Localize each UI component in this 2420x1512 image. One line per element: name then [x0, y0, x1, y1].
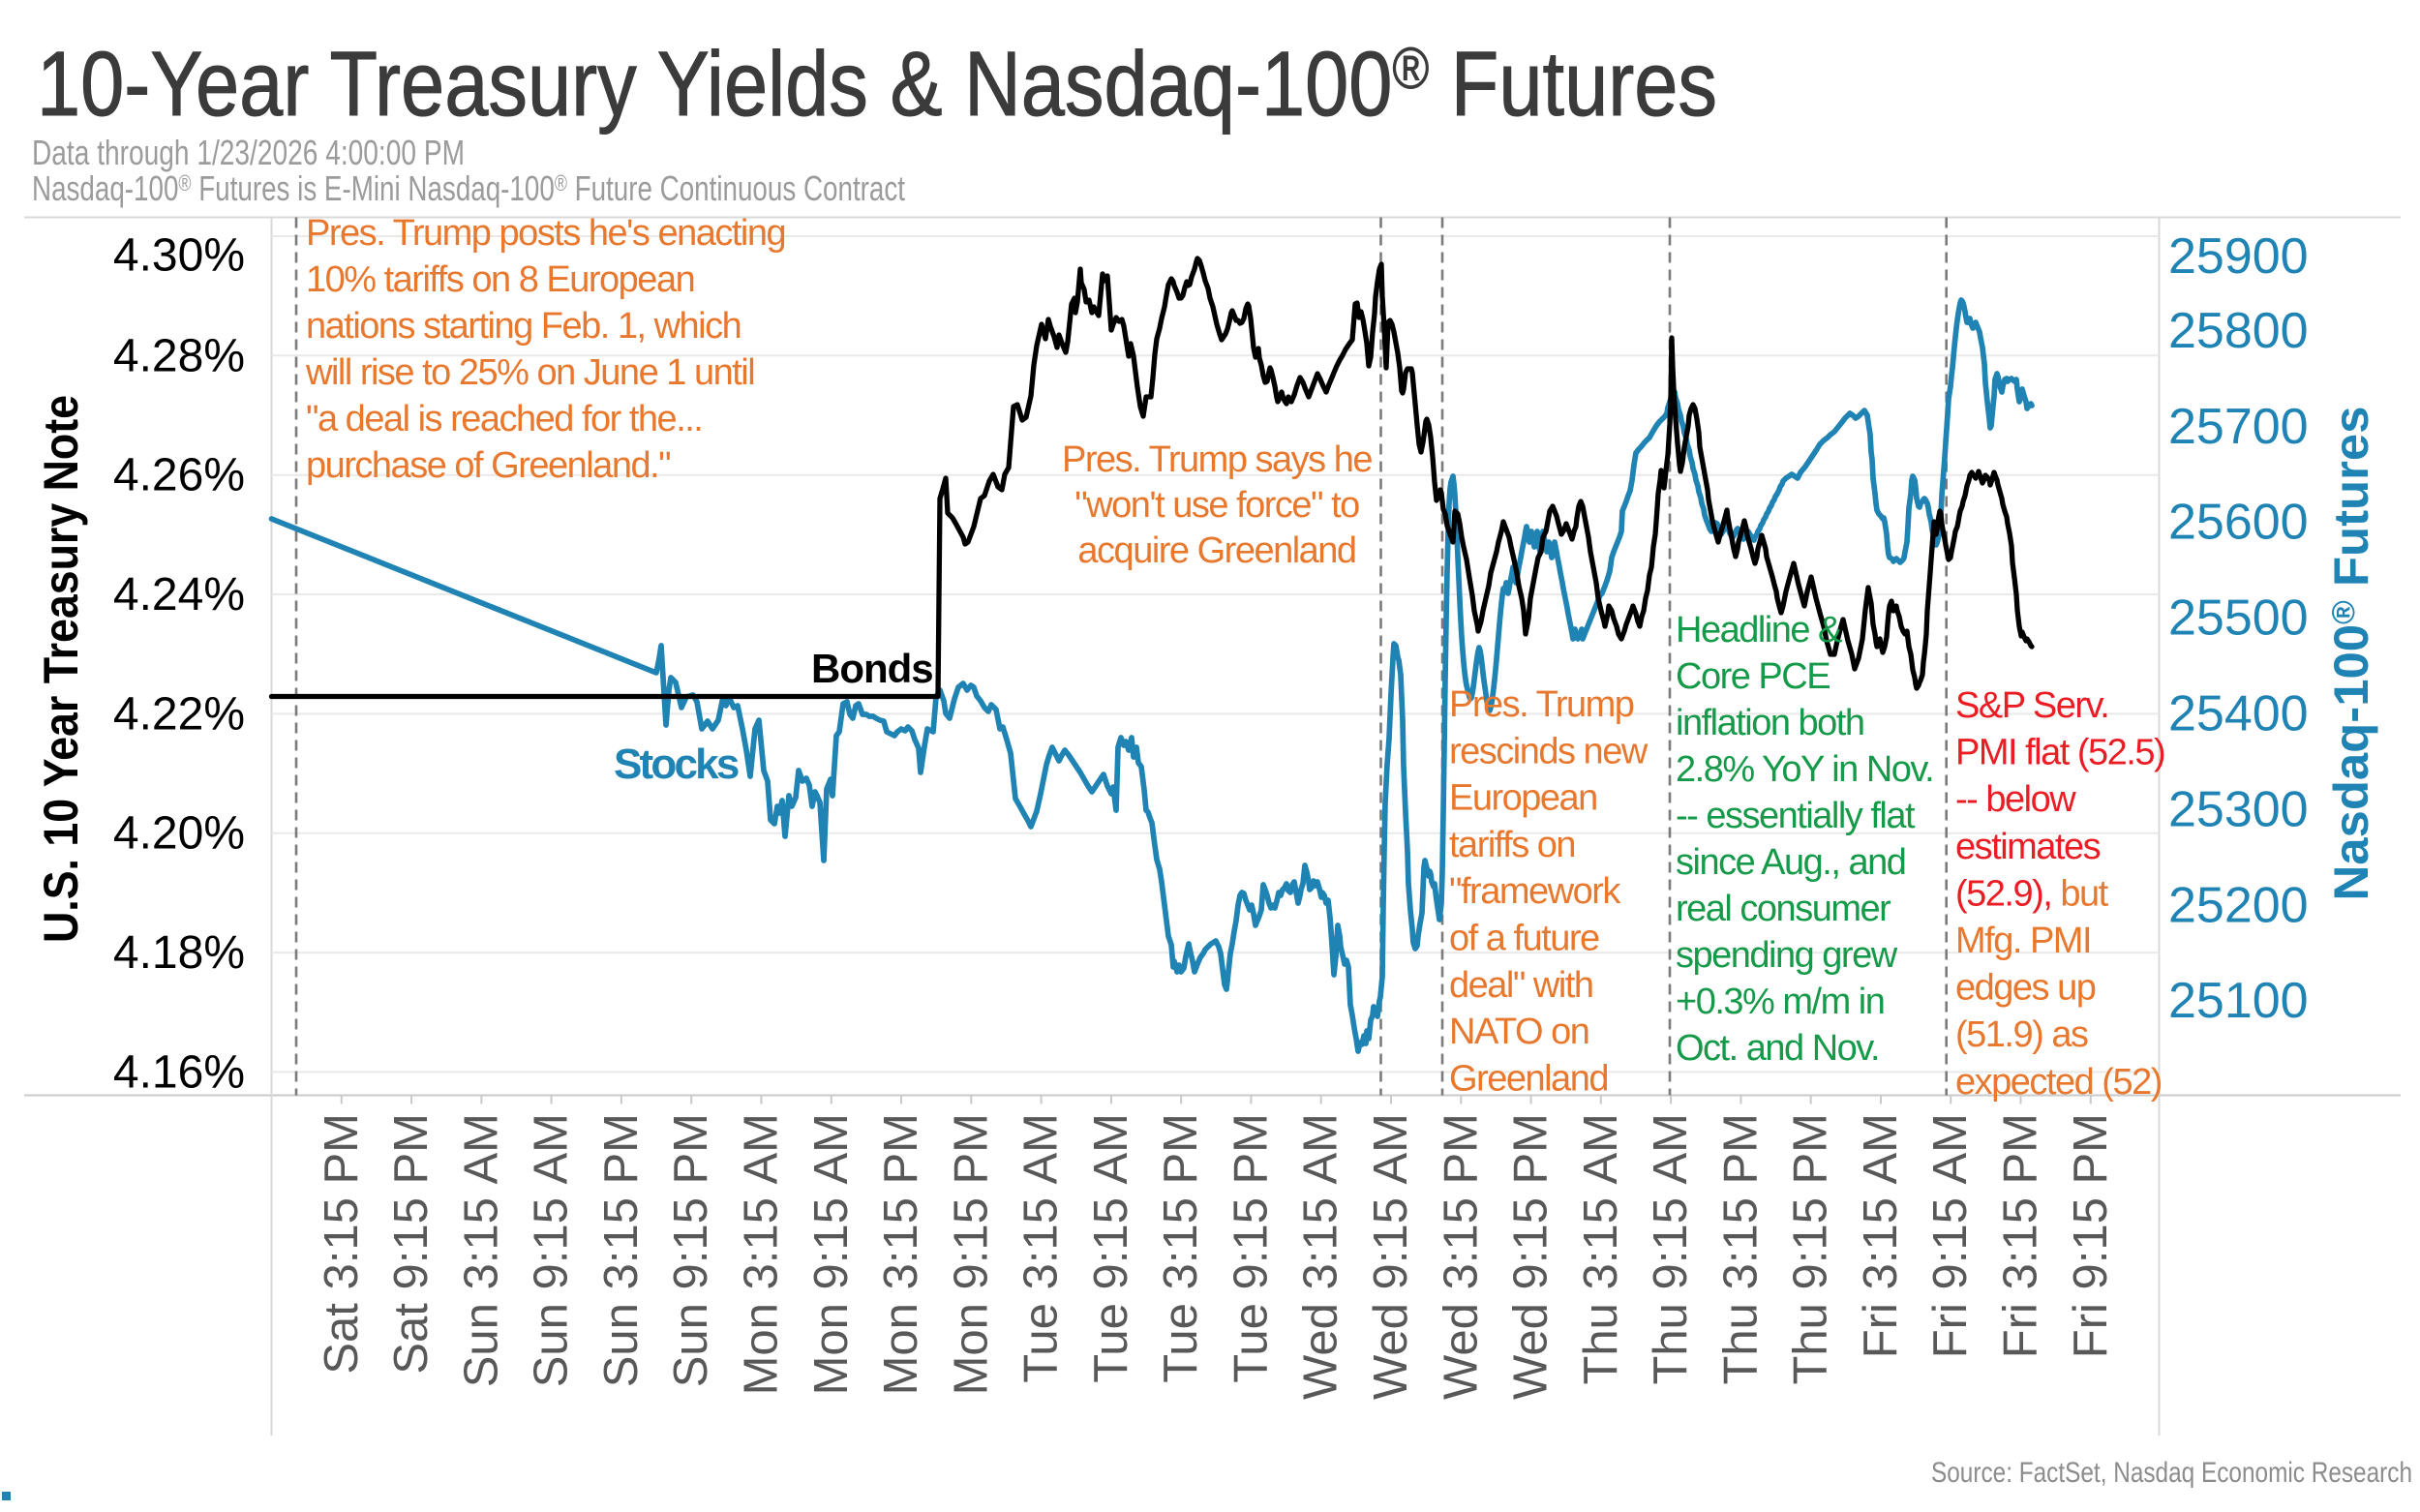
svg-text:Wed 3:15 AM: Wed 3:15 AM — [1295, 1113, 1347, 1400]
svg-text:Sun 9:15 AM: Sun 9:15 AM — [526, 1113, 578, 1387]
svg-text:4.22%: 4.22% — [113, 688, 245, 740]
svg-text:Thu 3:15 PM: Thu 3:15 PM — [1714, 1113, 1767, 1385]
svg-text:U.S. 10 Year Treasury Note: U.S. 10 Year Treasury Note — [34, 395, 88, 943]
svg-text:Mon 3:15 AM: Mon 3:15 AM — [736, 1113, 788, 1395]
svg-text:Fri 3:15 PM: Fri 3:15 PM — [1995, 1113, 2047, 1358]
svg-text:Wed 9:15 AM: Wed 9:15 AM — [1365, 1113, 1417, 1400]
svg-text:Source: FactSet, Nasdaq Econom: Source: FactSet, Nasdaq Economic Researc… — [1931, 1457, 2412, 1489]
svg-text:Fri 9:15 PM: Fri 9:15 PM — [2065, 1113, 2117, 1358]
svg-text:Bonds: Bonds — [811, 646, 933, 691]
svg-text:Data through 1/23/2026 4:00:00: Data through 1/23/2026 4:00:00 PM — [32, 133, 465, 172]
svg-text:Fri 9:15 AM: Fri 9:15 AM — [1924, 1113, 1977, 1358]
svg-text:4.30%: 4.30% — [113, 230, 245, 282]
svg-text:25900: 25900 — [2168, 228, 2309, 285]
svg-text:Sun 3:15 PM: Sun 3:15 PM — [595, 1113, 648, 1387]
svg-text:Mon 9:15 PM: Mon 9:15 PM — [945, 1113, 997, 1395]
svg-text:Mon 9:15 AM: Mon 9:15 AM — [805, 1113, 858, 1395]
svg-text:Thu 9:15 PM: Thu 9:15 PM — [1785, 1113, 1837, 1385]
svg-text:Wed 9:15 PM: Wed 9:15 PM — [1505, 1113, 1558, 1400]
svg-text:10-Year Treasury Yields & Nasd: 10-Year Treasury Yields & Nasdaq-100® Fu… — [37, 33, 1717, 136]
svg-text:25500: 25500 — [2168, 590, 2309, 647]
svg-text:Thu 3:15 AM: Thu 3:15 AM — [1575, 1113, 1627, 1385]
svg-text:Wed 3:15 PM: Wed 3:15 PM — [1435, 1113, 1487, 1400]
svg-text:Tue 9:15 AM: Tue 9:15 AM — [1085, 1113, 1137, 1383]
svg-text:Mon 3:15 PM: Mon 3:15 PM — [875, 1113, 927, 1395]
svg-text:4.28%: 4.28% — [113, 330, 245, 381]
svg-text:25300: 25300 — [2168, 781, 2309, 837]
svg-text:Tue 9:15 PM: Tue 9:15 PM — [1225, 1113, 1277, 1383]
svg-text:Tue 3:15 PM: Tue 3:15 PM — [1155, 1113, 1207, 1383]
svg-text:4.20%: 4.20% — [113, 808, 245, 860]
svg-text:Sun 3:15 AM: Sun 3:15 AM — [455, 1113, 507, 1387]
svg-text:Pres. Trump posts he's enactin: Pres. Trump posts he's enacting 10% tarif… — [305, 213, 785, 486]
svg-text:25800: 25800 — [2168, 303, 2309, 359]
svg-text:Sun 9:15 PM: Sun 9:15 PM — [665, 1113, 717, 1387]
svg-text:25600: 25600 — [2168, 495, 2309, 551]
svg-text:25200: 25200 — [2168, 877, 2309, 933]
svg-text:Tue 3:15 AM: Tue 3:15 AM — [1015, 1113, 1068, 1383]
svg-text:Sat 3:15 PM: Sat 3:15 PM — [316, 1113, 368, 1375]
svg-text:Nasdaq-100® Futures is E-Mini: Nasdaq-100® Futures is E-Mini Nasdaq-100… — [32, 168, 905, 208]
svg-text:Nasdaq-100® Futures: Nasdaq-100® Futures — [2324, 407, 2378, 901]
svg-text:4.26%: 4.26% — [113, 450, 245, 501]
svg-text:4.16%: 4.16% — [113, 1046, 245, 1098]
svg-text:25700: 25700 — [2168, 399, 2309, 455]
svg-text:4.18%: 4.18% — [113, 927, 245, 979]
svg-text:Fri 3:15 AM: Fri 3:15 AM — [1855, 1113, 1907, 1358]
svg-text:Thu 9:15 AM: Thu 9:15 AM — [1645, 1113, 1697, 1385]
svg-text:S&P Serv.PMI flat (52.5)-- bel: S&P Serv. PMI flat (52.5) -- below estimate… — [1955, 685, 2164, 1103]
svg-text:25100: 25100 — [2168, 973, 2309, 1029]
svg-text:4.24%: 4.24% — [113, 569, 245, 620]
svg-text:Sat 9:15 PM: Sat 9:15 PM — [385, 1113, 438, 1375]
svg-text:Stocks: Stocks — [614, 741, 739, 788]
svg-text:25400: 25400 — [2168, 686, 2309, 742]
svg-text:Pres. Trump says he"won't use: Pres. Trump says he "won't use force" to a… — [1062, 439, 1372, 571]
